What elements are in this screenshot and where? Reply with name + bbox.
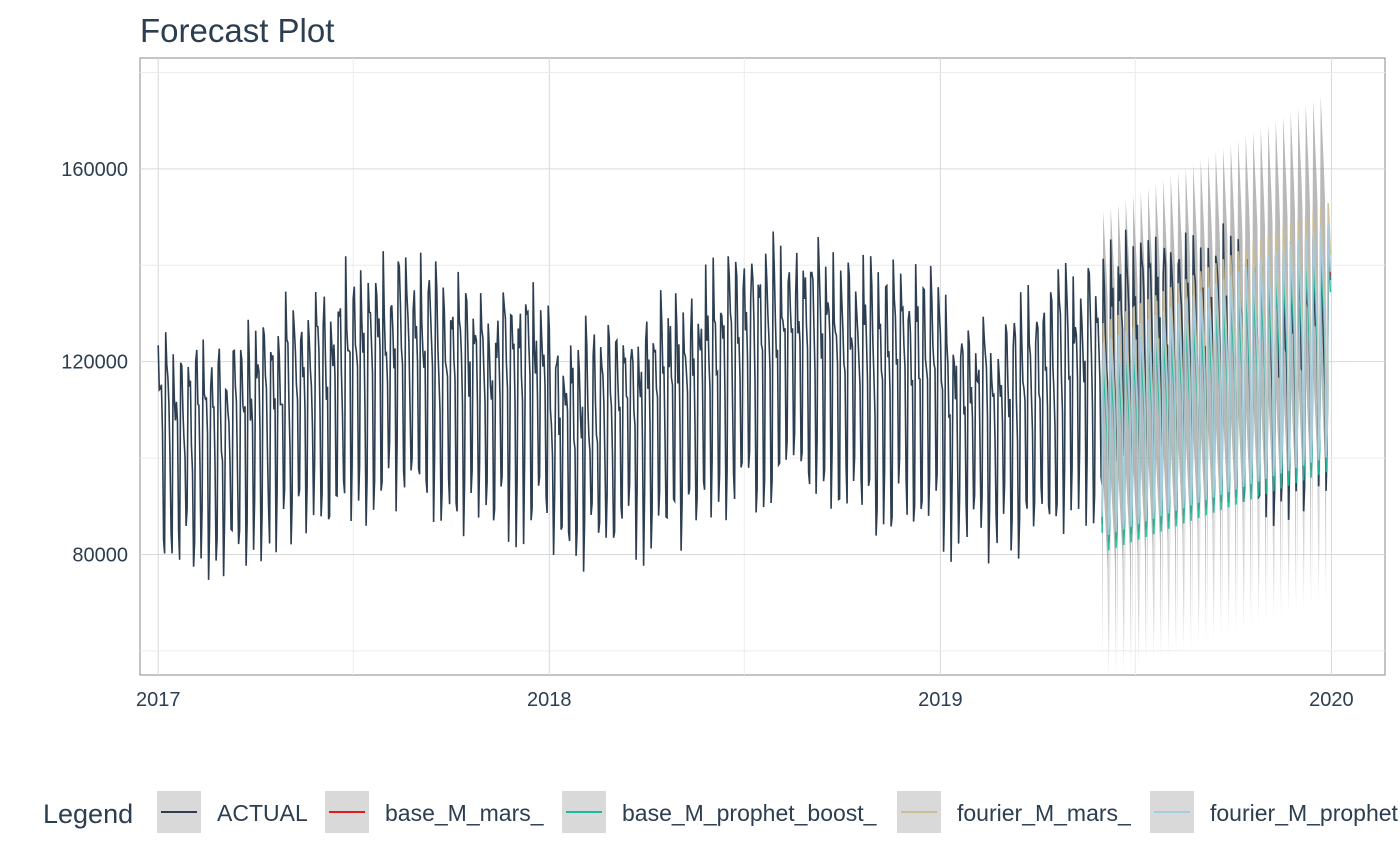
x-tick-label: 2019 [918, 689, 963, 711]
legend-item: base_M_prophet_boost_ [562, 791, 878, 833]
legend-item: base_M_mars_ [325, 791, 545, 833]
legend-label: fourier_M_mars_ [957, 800, 1132, 826]
series-line-fourier-M-prophet [1101, 223, 1332, 535]
series-lines [157, 203, 1332, 580]
x-tick-label: 2018 [527, 689, 572, 711]
legend-item: ACTUAL [157, 791, 308, 833]
axis-labels: 2017 2018 2019 2020 80000 120000 160000 [61, 159, 1353, 711]
legend: Legend ACTUAL base_M_mars_ base_M_prophet_… [43, 791, 1399, 833]
y-tick-label: 80000 [72, 544, 128, 566]
legend-item: fourier_M_prophet [1150, 791, 1399, 833]
y-tick-label: 120000 [61, 352, 128, 374]
y-tick-label: 160000 [61, 159, 128, 181]
x-tick-label: 2020 [1309, 689, 1354, 711]
legend-label: ACTUAL [217, 800, 308, 826]
legend-label: base_M_prophet_boost_ [622, 800, 878, 826]
legend-label: base_M_mars_ [385, 800, 545, 826]
legend-label: fourier_M_prophet [1210, 800, 1399, 826]
legend-title: Legend [43, 799, 133, 829]
series-line-actual [157, 223, 1332, 580]
legend-item: fourier_M_mars_ [897, 791, 1132, 833]
chart-title: Forecast Plot [140, 12, 334, 49]
x-tick-label: 2017 [136, 689, 181, 711]
